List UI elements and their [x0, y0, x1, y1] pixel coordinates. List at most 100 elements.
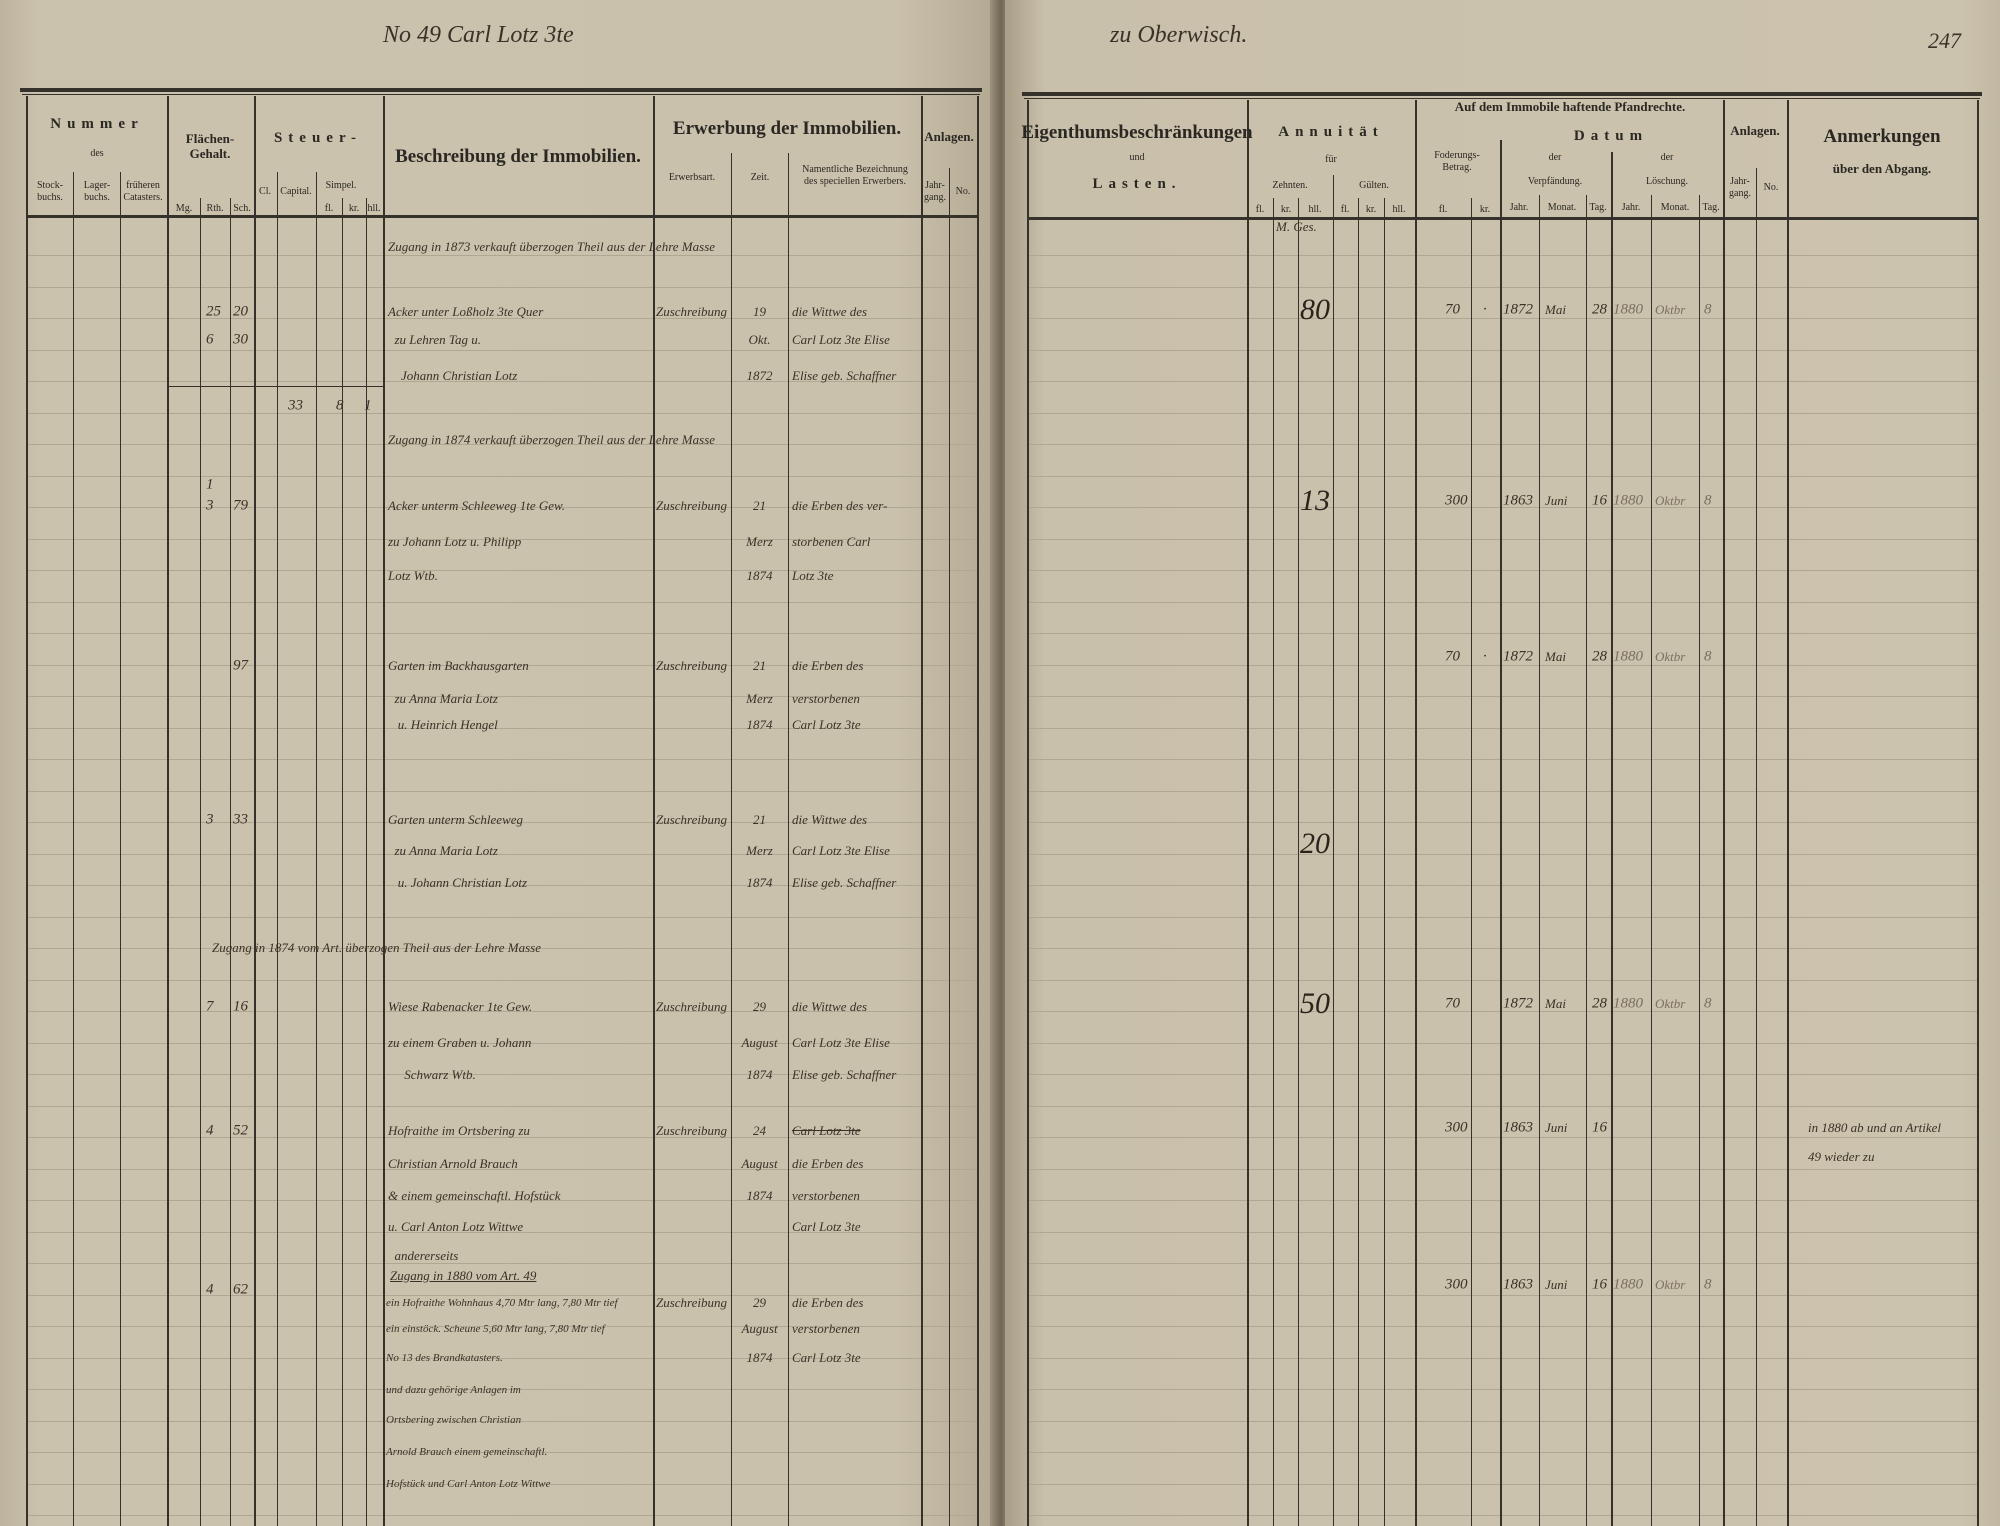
handwritten-kr: 1 — [364, 397, 372, 414]
handwritten-v-tag: 16 — [1592, 1119, 1607, 1136]
handwritten-zeit: 1874 — [746, 875, 773, 890]
header-monat: Monat. — [1547, 202, 1577, 213]
ruled-line — [26, 1515, 977, 1516]
header-datum: Datum — [1573, 128, 1649, 144]
handwritten-desc: u. Heinrich Hengel — [388, 717, 498, 732]
handwritten-fl: 300 — [1445, 1119, 1468, 1136]
header-nummer: Nummer — [50, 116, 144, 132]
column-rule — [167, 96, 169, 1526]
row-rule — [22, 94, 980, 95]
header-jahrgang: Jahr- gang. — [924, 180, 946, 203]
handwritten-name: die Wittwe des — [792, 812, 868, 827]
handwritten-kr: · — [1483, 648, 1487, 665]
right-ledger-page — [1005, 0, 2000, 1526]
ruled-line — [26, 728, 977, 729]
header-steuer: Steuer- — [273, 130, 363, 146]
handwritten-v-tag: 16 — [1592, 1276, 1607, 1293]
ruled-line — [1027, 381, 1977, 382]
ruled-line — [26, 1452, 977, 1453]
header-der: der — [1660, 152, 1674, 163]
column-rule — [1586, 195, 1587, 1526]
handwritten-zehnten: 50 — [1300, 987, 1330, 1020]
ruled-line — [1027, 1421, 1977, 1422]
handwritten-mth: 4 — [206, 1122, 214, 1139]
handwritten-zeit: 29 — [753, 999, 766, 1014]
handwritten-desc: Lotz Wtb. — [388, 568, 438, 583]
header-des: des — [90, 148, 104, 159]
ruled-line — [1027, 1137, 1977, 1138]
handwritten-mth: 3 — [206, 811, 214, 828]
handwritten-desc: Garten im Backhausgarten — [388, 658, 529, 673]
handwritten-zeit: Okt. — [748, 332, 771, 347]
handwritten-name: Carl Lotz 3te Elise — [792, 1035, 890, 1050]
ruled-line — [1027, 948, 1977, 949]
handwritten-sch: 97 — [233, 657, 248, 674]
handwritten-fl: 70 — [1445, 301, 1460, 318]
handwritten-name: die Erben des ver- — [792, 498, 888, 513]
ruled-line — [26, 633, 977, 634]
header-hll: hll. — [367, 203, 381, 214]
column-rule — [1756, 168, 1757, 1526]
handwritten-l-jahr: 1880 — [1613, 648, 1643, 665]
ruled-line — [1027, 1106, 1977, 1107]
entry-location-heading: zu Oberwisch. — [1110, 22, 1248, 48]
ruled-line — [1027, 917, 1977, 918]
handwritten-l-monat: Oktbr — [1655, 1277, 1686, 1292]
header-pfandrechte: Auf dem Immobile haftende Pfandrechte. — [1454, 99, 1686, 114]
column-rule — [120, 172, 121, 1526]
handwritten-fl: 8 — [336, 397, 344, 414]
column-rule — [977, 96, 979, 1526]
handwritten-name: verstorbenen — [792, 1188, 860, 1203]
ruled-line — [1027, 759, 1977, 760]
ruled-line — [26, 1232, 977, 1233]
handwritten-desc: zu einem Graben u. Johann — [388, 1035, 532, 1050]
handwritten-v-monat: Juni — [1545, 1120, 1568, 1135]
header-kr: kr. — [1479, 204, 1491, 215]
ruled-line — [26, 1137, 977, 1138]
handwritten-zeit: 21 — [753, 812, 766, 827]
handwritten-v-monat: Mai — [1545, 302, 1566, 317]
handwritten-art: Zuschreibung — [656, 812, 728, 827]
handwritten-l-monat: Oktbr — [1655, 996, 1686, 1011]
ruled-line — [1027, 1358, 1977, 1359]
header-beschreibung: Beschreibung der Immobilien. — [395, 146, 641, 167]
handwritten-v-jahr: 1872 — [1503, 648, 1533, 665]
handwritten-kr: · — [1483, 301, 1487, 318]
ruled-line — [26, 602, 977, 603]
header-lasten: Lasten. — [1092, 176, 1182, 192]
header-kr: kr. — [1280, 204, 1292, 215]
ruled-line — [26, 350, 977, 351]
entry-owner-heading: No 49 Carl Lotz 3te — [383, 22, 574, 48]
handwritten-anm: 49 wieder zu — [1808, 1149, 1875, 1164]
column-rule — [26, 96, 28, 1526]
handwritten-zeit: August — [741, 1321, 778, 1336]
header-frueheren-catasters: früheren Catasters. — [123, 180, 163, 203]
header-kr: kr. — [1365, 204, 1377, 215]
ruled-line — [26, 822, 977, 823]
handwritten-zeit: August — [741, 1035, 778, 1050]
handwritten-v-jahr: 1872 — [1503, 301, 1533, 318]
ruled-line — [26, 381, 977, 382]
header-ueber-den-abgang: über den Abgang. — [1832, 161, 1932, 176]
handwritten-zeit: 1872 — [746, 368, 773, 383]
handwritten-zeit: Merz — [746, 534, 773, 549]
column-rule — [1273, 198, 1274, 1526]
handwritten-l-monat: Oktbr — [1655, 649, 1686, 664]
ruled-line — [1027, 476, 1977, 477]
handwritten-v-monat: Juni — [1545, 493, 1568, 508]
handwritten-v-jahr: 1863 — [1503, 1119, 1533, 1136]
handwritten-sch: 62 — [233, 1281, 248, 1298]
column-rule — [383, 96, 385, 1526]
handwritten-zehnten: 80 — [1300, 293, 1330, 326]
column-rule — [316, 172, 317, 1526]
header-no: No. — [1763, 182, 1779, 193]
handwritten-name: die Wittwe des — [792, 304, 868, 319]
handwritten-l-tag: 8 — [1704, 492, 1712, 509]
column-rule — [1977, 100, 1979, 1526]
header-namentliche-bezeichnung: Namentliche Bezeichnung des speciellen E… — [802, 164, 908, 187]
header-foderungs-betrag: Foderungs- Betrag. — [1434, 150, 1480, 173]
ruled-line — [26, 1421, 977, 1422]
column-rule — [1415, 100, 1417, 1526]
ruled-line — [1027, 791, 1977, 792]
ruled-line — [26, 980, 977, 981]
